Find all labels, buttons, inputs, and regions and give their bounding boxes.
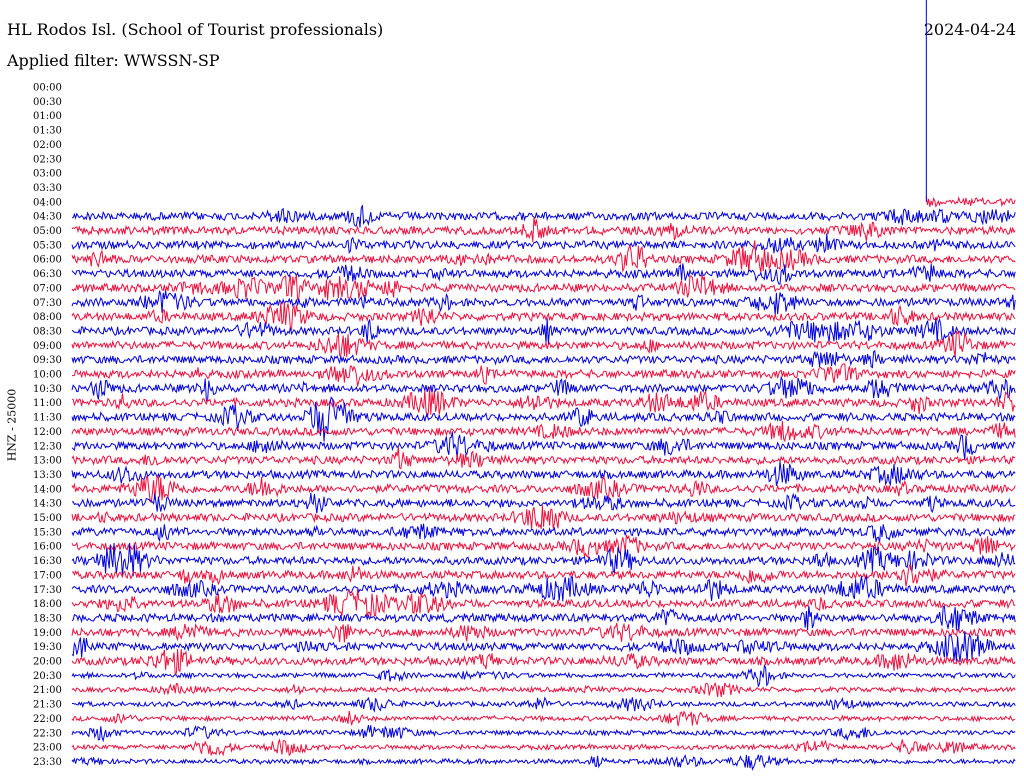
trace-row-1200 <box>71 420 1016 443</box>
trace-row-0430 <box>71 204 1016 228</box>
trace-row-1130 <box>71 396 1016 442</box>
tick-label-1730: 17:30 <box>33 585 62 596</box>
tick-label-2130: 21:30 <box>33 700 62 711</box>
trace-row-1330 <box>71 461 1016 487</box>
tick-label-2300: 23:00 <box>33 743 62 754</box>
tick-label-0600: 06:00 <box>33 255 62 266</box>
tick-label-0730: 07:30 <box>33 298 62 309</box>
trace-row-1830 <box>71 605 1016 632</box>
tick-label-1430: 14:30 <box>33 499 62 510</box>
trace-row-2330 <box>71 754 1016 771</box>
trace-row-0830 <box>71 317 1016 345</box>
tick-label-0930: 09:30 <box>33 355 62 366</box>
trace-row-1730 <box>71 575 1016 602</box>
trace-row-1500 <box>71 505 1016 530</box>
trace-row-2100 <box>71 681 1016 698</box>
tick-label-1900: 19:00 <box>33 628 62 639</box>
tick-label-0300: 03:00 <box>33 169 62 180</box>
trace-row-1030 <box>71 375 1016 402</box>
tick-label-2330: 23:30 <box>33 757 62 768</box>
tick-label-0200: 02:00 <box>33 140 62 151</box>
trace-row-0930 <box>71 349 1016 369</box>
tick-label-0230: 02:30 <box>33 154 62 165</box>
trace-row-0730 <box>71 290 1016 315</box>
tick-label-1700: 17:00 <box>33 570 62 581</box>
station-title: HL Rodos Isl. (School of Tourist profess… <box>7 20 384 39</box>
trace-row-0400 <box>925 195 1016 208</box>
tick-label-0800: 08:00 <box>33 312 62 323</box>
tick-label-0830: 08:30 <box>33 326 62 337</box>
tick-label-1100: 11:00 <box>33 398 62 409</box>
trace-row-1230 <box>71 431 1016 460</box>
trace-row-0630 <box>71 263 1016 285</box>
tick-label-2230: 22:30 <box>33 728 62 739</box>
time-tick-labels: 00:00 00:30 01:00 01:30 02:00 02:30 03:00 03:30… <box>33 83 62 768</box>
tick-label-0400: 04:00 <box>33 197 62 208</box>
trace-row-0700 <box>71 274 1016 301</box>
trace-row-2200 <box>71 710 1016 727</box>
trace-row-1600 <box>71 534 1016 559</box>
trace-row-1000 <box>71 363 1016 387</box>
trace-row-1100 <box>71 386 1016 418</box>
plot-date: 2024-04-24 <box>923 20 1016 39</box>
trace-row-2030 <box>71 663 1016 687</box>
tick-label-2030: 20:30 <box>33 671 62 682</box>
tick-label-1630: 16:30 <box>33 556 62 567</box>
tick-label-1400: 14:00 <box>33 484 62 495</box>
tick-label-1830: 18:30 <box>33 613 62 624</box>
tick-label-0500: 05:00 <box>33 226 62 237</box>
tick-label-0630: 06:30 <box>33 269 62 280</box>
trace-row-2130 <box>71 696 1016 713</box>
trace-row-1700 <box>71 564 1016 587</box>
tick-label-2000: 20:00 <box>33 657 62 668</box>
trace-row-0600 <box>71 240 1016 273</box>
tick-label-1330: 13:30 <box>33 470 62 481</box>
tick-label-1200: 12:00 <box>33 427 62 438</box>
tick-label-0130: 01:30 <box>33 126 62 137</box>
tick-label-1930: 19:30 <box>33 642 62 653</box>
trace-row-0500 <box>71 217 1016 242</box>
seismic-traces <box>71 195 1016 771</box>
tick-label-1030: 10:30 <box>33 384 62 395</box>
tick-label-1230: 12:30 <box>33 441 62 452</box>
trace-row-2230 <box>71 724 1016 743</box>
tick-label-2100: 21:00 <box>33 685 62 696</box>
tick-label-1600: 16:00 <box>33 542 62 553</box>
tick-label-0100: 01:00 <box>33 111 62 122</box>
tick-label-0030: 00:30 <box>33 97 62 108</box>
trace-row-0900 <box>71 329 1016 358</box>
tick-label-1530: 15:30 <box>33 527 62 538</box>
tick-label-0000: 00:00 <box>33 83 62 94</box>
trace-row-2000 <box>71 648 1016 675</box>
tick-label-0700: 07:00 <box>33 283 62 294</box>
tick-label-0430: 04:30 <box>33 212 62 223</box>
trace-row-2300 <box>71 738 1016 757</box>
trace-row-1630 <box>71 542 1016 577</box>
trace-row-1430 <box>71 492 1016 514</box>
tick-label-0900: 09:00 <box>33 341 62 352</box>
tick-label-1500: 15:00 <box>33 513 62 524</box>
trace-row-1530 <box>71 523 1016 543</box>
tick-label-1300: 13:00 <box>33 456 62 467</box>
tick-label-2200: 22:00 <box>33 714 62 725</box>
tick-label-0530: 05:30 <box>33 240 62 251</box>
tick-label-0330: 03:30 <box>33 183 62 194</box>
tick-label-1800: 18:00 <box>33 599 62 610</box>
trace-row-1930 <box>71 630 1016 662</box>
filter-label: Applied filter: WWSSN-SP <box>7 51 220 70</box>
trace-row-0800 <box>71 301 1016 331</box>
trace-row-1400 <box>71 474 1016 503</box>
tick-label-1130: 11:30 <box>33 413 62 424</box>
trace-row-0530 <box>71 233 1016 254</box>
trace-row-1300 <box>71 447 1016 470</box>
tick-label-1000: 10:00 <box>33 370 62 381</box>
trace-row-1900 <box>71 622 1016 643</box>
trace-row-1800 <box>71 588 1016 618</box>
